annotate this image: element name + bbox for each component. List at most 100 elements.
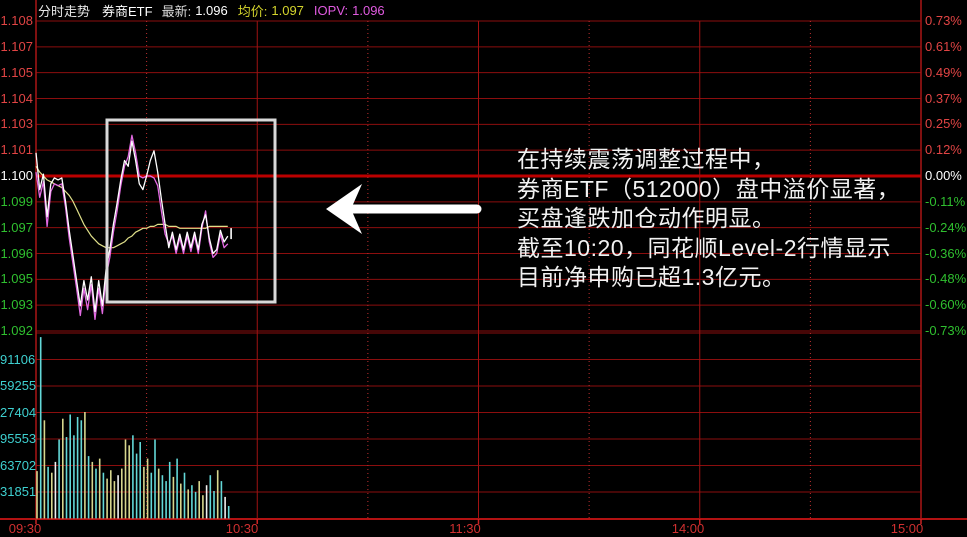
price-axis-label: 1.101 — [0, 142, 33, 158]
volume-bar — [91, 461, 94, 519]
percent-axis-label: 0.37% — [925, 90, 962, 106]
volume-bar — [128, 445, 130, 519]
price-axis-label: 1.105 — [0, 64, 33, 80]
volume-bar — [110, 470, 112, 519]
volume-bar — [172, 476, 175, 519]
time-axis-label: 15:00 — [890, 521, 924, 536]
volume-bar — [135, 453, 138, 519]
volume-bar — [176, 458, 178, 519]
time-axis-label: 10:30 — [225, 521, 259, 536]
volume-bar — [154, 439, 156, 519]
volume-bar — [198, 481, 200, 519]
price-axis-label: 1.099 — [0, 193, 33, 209]
percent-axis-label: -0.48% — [925, 271, 967, 287]
percent-axis-label: 0.61% — [925, 38, 962, 54]
volume-bar — [58, 439, 60, 519]
volume-bar — [113, 481, 116, 519]
volume-bar — [139, 442, 141, 519]
volume-bar — [65, 437, 68, 519]
annotation-line: 买盘逢跌加仓动作明显。 — [517, 205, 776, 231]
volume-bar — [73, 435, 75, 519]
volume-bar — [194, 491, 197, 519]
price-axis-label: 1.108 — [0, 13, 33, 28]
volume-axis-label: 91106 — [0, 351, 36, 367]
percent-axis-label: 0.12% — [925, 142, 962, 158]
percent-axis-label: 0.25% — [925, 116, 962, 132]
volume-bar — [209, 475, 212, 519]
iopv-value: 1.096 — [352, 2, 385, 18]
chart-type-label: 分时走势 — [38, 3, 91, 19]
percent-axis-label: 0.00% — [925, 168, 962, 183]
volume-bar — [95, 468, 97, 519]
volume-bar — [165, 481, 167, 519]
price-axis-label: 1.097 — [0, 219, 33, 235]
highlight-box — [105, 118, 277, 304]
volume-bar — [224, 496, 226, 519]
annotation-overlay: 在持续震荡调整过程中， 券商ETF（512000）盘中溢价显著， 买盘逢跌加仓动… — [517, 145, 947, 293]
volume-bar — [220, 481, 223, 519]
volume-bar — [80, 420, 83, 519]
volume-bar — [146, 458, 149, 519]
price-axis-label: 1.092 — [0, 323, 33, 338]
volume-bar — [213, 491, 215, 519]
volume-bar — [180, 483, 182, 519]
volume-bar — [161, 475, 164, 519]
volume-bar — [98, 458, 101, 519]
annotation-line: 目前净申购已超1.3亿元。 — [517, 264, 786, 290]
latest-price-value: 1.096 — [195, 2, 228, 18]
volume-bar — [202, 495, 204, 519]
volume-bar — [69, 414, 71, 519]
price-axis-label: 1.095 — [0, 271, 33, 287]
volume-bar — [54, 461, 57, 519]
percent-axis-label: -0.36% — [925, 245, 967, 261]
volume-axis-label: 63702 — [0, 457, 37, 473]
percent-axis-label: -0.73% — [925, 323, 967, 338]
volume-axis-label: 31851 — [0, 484, 37, 499]
volume-bar — [187, 489, 189, 519]
volume-bar — [36, 471, 38, 519]
percent-axis-label: -0.11% — [925, 193, 966, 209]
percent-axis-label: 0.73% — [925, 13, 962, 28]
volume-bar — [168, 461, 171, 519]
percent-axis-label: -0.60% — [925, 297, 967, 313]
volume-bar — [157, 468, 160, 519]
volume-bar — [183, 472, 186, 519]
percent-axis-label: -0.24% — [925, 219, 967, 235]
latest-price-label: 最新: — [161, 3, 192, 19]
volume-bar — [106, 478, 108, 519]
annotation-arrow-head-icon — [326, 184, 362, 234]
volume-axis-label: 59255 — [0, 378, 37, 393]
time-axis-label: 14:00 — [671, 521, 705, 536]
volume-bar — [84, 412, 86, 519]
volume-bar — [191, 485, 193, 519]
volume-bar — [150, 472, 153, 519]
annotation-line: 在持续震荡调整过程中， — [517, 146, 776, 172]
volume-bar — [102, 472, 105, 519]
avg-price-value: 1.097 — [271, 2, 304, 18]
price-axis-label: 1.093 — [0, 297, 33, 313]
iopv-label: IOPV: — [313, 2, 349, 18]
volume-axis-label: 95553 — [0, 431, 37, 446]
volume-axis-label: 27404 — [0, 404, 37, 420]
volume-bar — [51, 472, 53, 519]
chart-header: 分时走势 券商ETF 最新: 1.096 均价: 1.097 IOPV: 1.0… — [38, 2, 385, 19]
price-axis-label: 1.104 — [0, 90, 33, 106]
volume-bar — [143, 466, 145, 519]
volume-bar — [121, 468, 123, 519]
volume-bar — [117, 475, 119, 519]
volume-bar — [43, 420, 46, 519]
volume-bar — [132, 435, 134, 519]
avg_price-line — [35, 165, 228, 249]
iopv-line — [35, 134, 229, 321]
annotation-line: 截至10:20，同花顺Level-2行情显示 — [517, 234, 891, 261]
volume-bar — [76, 417, 79, 519]
volume-bar — [39, 337, 42, 519]
volume-bar — [227, 506, 230, 519]
volume-bar — [216, 470, 219, 519]
volume-bar — [47, 466, 49, 519]
time-axis-label: 09:30 — [8, 521, 42, 536]
annotation-line: 券商ETF（512000）盘中溢价显著， — [517, 175, 901, 202]
price-line — [35, 140, 229, 313]
